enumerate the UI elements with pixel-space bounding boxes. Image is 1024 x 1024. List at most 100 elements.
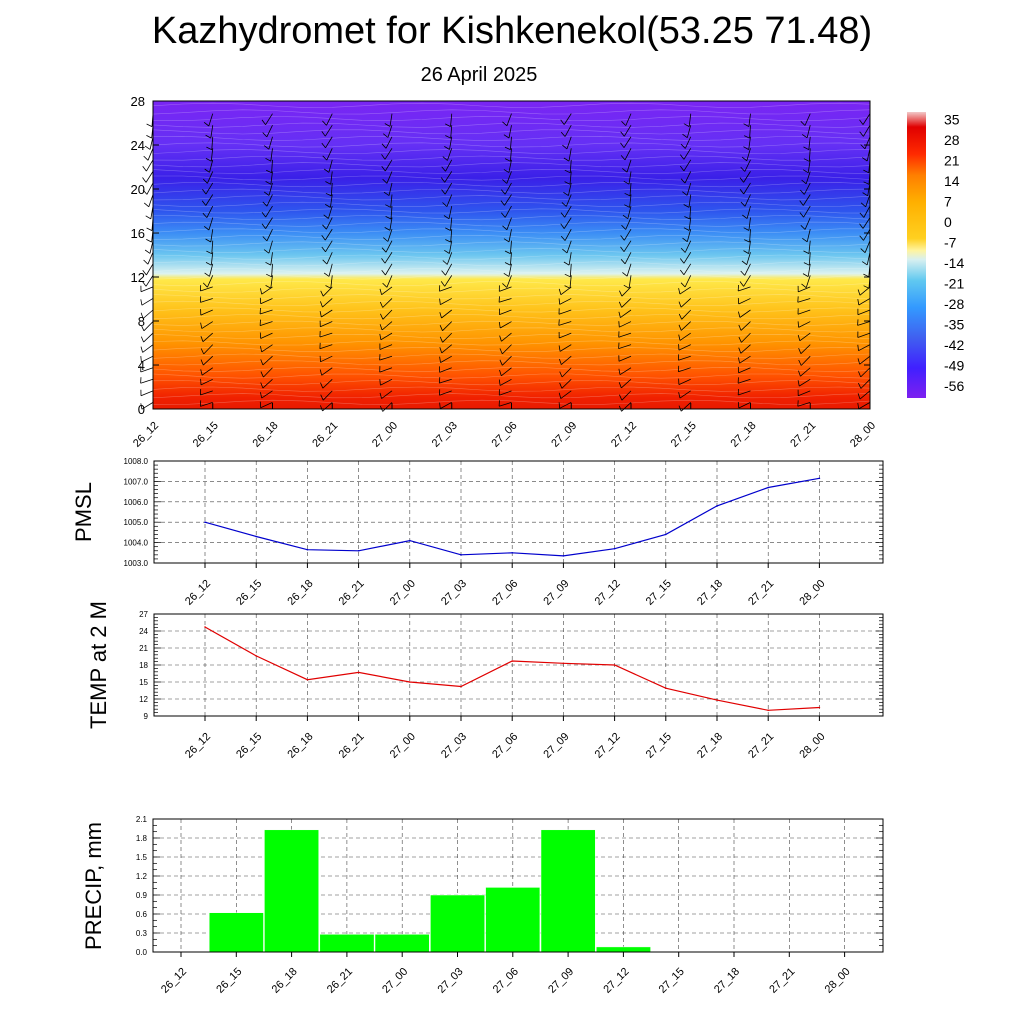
contour-line [152,373,871,379]
wind-barb [266,263,273,278]
contour-line [152,155,871,161]
wind-barb [558,344,572,352]
wind-barb [499,367,512,377]
wind-barb [857,308,871,316]
wind-barb [140,355,154,363]
wind-barb [558,402,572,409]
chart-title: Kazhydromet for Kishkenekol(53.25 71.48) [151,10,873,52]
wind-barb [860,194,871,208]
wind-barb [561,194,572,207]
x-tick-label: 26_15 [191,420,221,450]
colorbar-gradient [907,112,926,398]
x-tick-label: 27_06 [490,420,520,450]
wind-barb [200,321,213,329]
wind-barb [140,365,154,373]
y-tick-label: 1006.0 [124,498,149,507]
colorbar-label: -21 [944,276,964,292]
x-tick-label: 26_15 [234,578,264,608]
wind-barb [203,217,214,231]
wind-barb [319,367,333,376]
wind-barb [623,275,632,289]
wind-barb [679,159,692,172]
data-point [511,552,513,554]
data-point [665,687,667,689]
wind-barb [803,252,811,266]
wind-barb [319,342,333,350]
wind-barb [503,159,512,173]
wind-barb [260,379,273,389]
y-axis-title: PRECIP, mm [81,822,106,950]
wind-barb [262,228,273,242]
y-tick-label: 0 [138,402,145,417]
wind-barb [145,205,154,220]
x-tick-label: 27_03 [439,731,469,761]
wind-barb [202,275,214,288]
wind-barb [624,194,632,208]
wind-barb [679,263,692,276]
wind-barb [619,286,632,297]
wind-barb [379,354,393,361]
wind-barb [142,182,154,195]
y-tick-label: 1005.0 [124,518,149,527]
colorbar-label: -14 [944,255,964,271]
data-point [665,533,667,536]
wind-barb [682,125,692,139]
wind-barb [443,205,453,220]
wind-barb [439,332,453,343]
wind-barb [738,332,751,343]
wind-barb [379,366,393,373]
wind-barb [560,113,572,125]
wind-barb [322,252,333,265]
data-point [716,699,718,701]
y-tick-label: 0.6 [136,910,148,919]
wind-barb [857,355,871,365]
wind-barb [325,171,333,185]
wind-barb [504,148,512,162]
contour-line [152,360,871,366]
wind-barb [560,228,572,241]
wind-barb [678,354,691,361]
contour-line [152,102,871,108]
wind-barb [205,148,214,162]
wind-barb [498,321,512,329]
wind-barb [743,136,751,150]
wind-barb [262,125,273,138]
wind-barb [380,309,393,320]
wind-barb [321,240,333,253]
wind-barb [319,320,333,328]
x-tick-label: 27_12 [593,578,623,608]
x-tick-label: 27_15 [644,578,674,608]
contour-line [152,248,871,253]
data-point [613,664,616,666]
data-point [357,550,360,552]
wind-barb [564,263,572,278]
wind-barb [503,263,512,277]
x-tick-label: 26_21 [310,420,340,450]
wind-barb [381,136,393,149]
wind-barb [622,205,632,220]
wind-barb [620,124,632,137]
wind-barb [858,367,871,378]
wind-barb [502,275,512,288]
wind-barb [140,389,154,397]
wind-barb [740,159,751,172]
wind-barb [140,377,154,384]
data-point [409,539,411,542]
contour-line [152,274,871,280]
wind-barb [146,125,154,139]
wind-barb [323,205,333,219]
wind-barb [504,252,512,266]
wind-barb [259,319,273,326]
x-tick-label: 26_15 [234,731,264,761]
wind-barb [737,284,751,292]
contour-line [152,327,871,333]
colorbar-label: -35 [944,317,964,333]
x-tick-label: 28_00 [797,578,827,608]
temp-plot: 26_12 26_15 26_18 26_21 27_00 27_03 27_06 27_09… [86,601,884,761]
wind-barb [143,148,154,161]
wind-barb [319,355,333,363]
cross-section-plot: 0 4 8 12 16 20 24 28 26_12 26_15 26_18 26_21 27_00 27… [131,94,879,450]
y-tick-label: 12 [131,270,145,285]
wind-barb [259,297,273,305]
wind-barb [263,136,273,150]
